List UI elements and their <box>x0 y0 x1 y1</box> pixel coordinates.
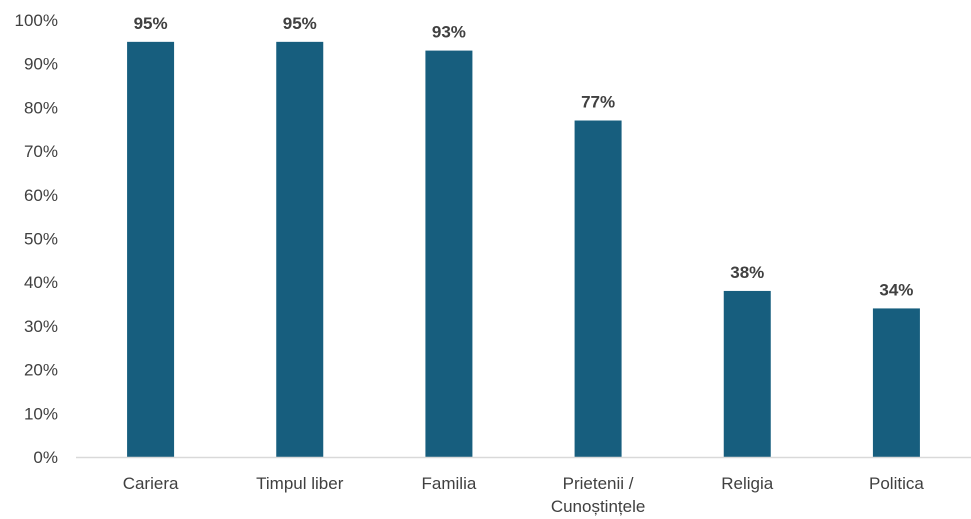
bar-data-label: 34% <box>879 280 913 299</box>
y-tick-label: 10% <box>24 404 58 423</box>
y-axis-tick-labels: 0% 10% 20% 30% 40% 50% 60% 70% 80% 90% 100% <box>15 11 58 467</box>
bar <box>425 50 473 458</box>
bar <box>723 290 771 457</box>
data-labels: 95% 95% 93% 77% 38% 34% <box>134 14 914 300</box>
y-tick-label: 40% <box>24 273 58 292</box>
bar-data-label: 93% <box>432 23 466 42</box>
bars <box>127 41 920 458</box>
category-label: Familia <box>422 474 477 493</box>
bar-data-label: 77% <box>581 93 615 112</box>
y-tick-label: 30% <box>24 317 58 336</box>
bar-data-label: 95% <box>283 14 317 33</box>
bar <box>276 41 324 457</box>
y-tick-label: 80% <box>24 98 58 117</box>
y-tick-label: 60% <box>24 186 58 205</box>
y-tick-label: 20% <box>24 361 58 380</box>
y-tick-label: 50% <box>24 230 58 249</box>
y-tick-label: 70% <box>24 142 58 161</box>
bar-data-label: 95% <box>134 14 168 33</box>
category-label: Timpul liber <box>256 474 344 493</box>
x-axis-category-labels: Cariera Timpul liber Familia Prietenii / Cun… <box>123 474 925 516</box>
y-tick-label: 0% <box>33 448 58 467</box>
bar <box>127 41 175 457</box>
y-tick-label: 100% <box>15 11 58 30</box>
category-label: Religia <box>721 474 774 493</box>
y-tick-label: 90% <box>24 55 58 74</box>
bar-data-label: 38% <box>730 263 764 282</box>
bar <box>574 120 622 457</box>
category-label: Politica <box>869 474 924 493</box>
category-label: Cariera <box>123 474 179 493</box>
category-label: Prietenii / Cunoștințele <box>551 474 646 516</box>
bar <box>872 308 920 457</box>
